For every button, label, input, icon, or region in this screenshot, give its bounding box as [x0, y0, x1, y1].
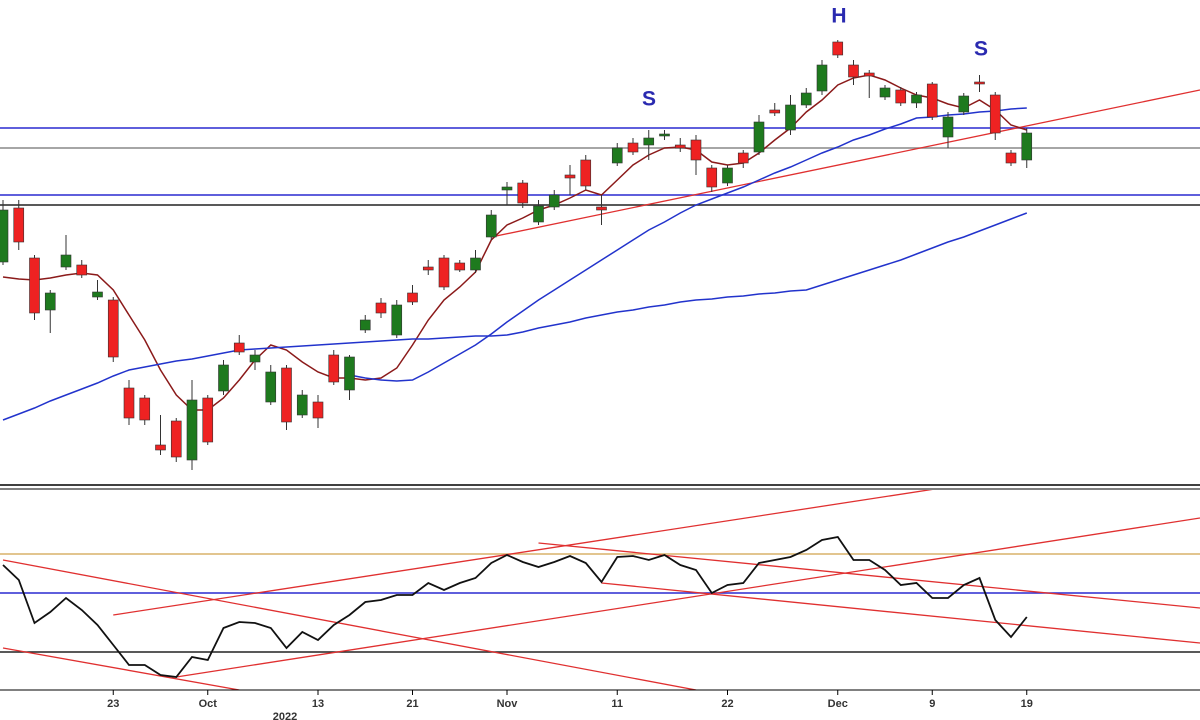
candle-body	[785, 104, 796, 131]
candle-body	[344, 356, 355, 391]
x-tick-label: Oct	[199, 698, 218, 710]
candle-body	[863, 72, 875, 77]
candle-body	[533, 205, 544, 223]
moving-average	[2, 212, 1028, 421]
candle-body	[611, 147, 623, 164]
candle-body	[44, 292, 56, 311]
candle-body	[281, 367, 292, 423]
x-tick-label: 21	[406, 698, 418, 710]
candle-body	[769, 109, 781, 114]
candle-body	[548, 194, 560, 208]
candle-body	[1021, 132, 1033, 161]
price-panel	[0, 40, 1200, 470]
candle-body	[974, 81, 985, 85]
candle-body	[375, 302, 387, 314]
candle-body	[391, 304, 403, 336]
trend-line	[176, 517, 1200, 678]
candle-body	[848, 64, 859, 78]
x-tick-label: 22	[721, 698, 733, 710]
candle-body	[186, 399, 198, 461]
candle-body	[690, 139, 702, 161]
oscillator-line	[2, 536, 1028, 678]
candle-body	[596, 206, 607, 211]
candle-body	[60, 254, 72, 268]
x-axis-year: 2022	[273, 711, 297, 720]
candle-body	[1005, 152, 1017, 164]
candle-body	[942, 116, 954, 138]
candle-body	[911, 94, 922, 104]
candle-body	[265, 371, 277, 403]
candle-body	[155, 444, 166, 451]
x-tick-label: 23	[107, 698, 119, 710]
candle-body	[312, 401, 324, 419]
trend-line	[2, 647, 240, 690]
x-tick-label: 19	[1021, 698, 1033, 710]
candle-body	[722, 167, 733, 184]
candle-body	[816, 64, 828, 92]
trend-line	[601, 582, 1200, 644]
candle-body	[202, 397, 214, 443]
candle-body	[328, 354, 340, 383]
moving-average	[2, 74, 1028, 411]
candle-body	[170, 420, 182, 458]
candle-body	[517, 182, 529, 204]
candle-body	[0, 209, 9, 263]
candle-body	[674, 144, 686, 149]
candle-body	[92, 291, 103, 298]
candle-body	[296, 394, 308, 416]
candle-body	[422, 266, 434, 271]
annotation: S	[974, 38, 988, 61]
trend-line	[113, 490, 933, 616]
candle-body	[76, 264, 88, 276]
candle-body	[485, 214, 497, 238]
trend-line	[2, 559, 697, 690]
candle-body	[879, 87, 891, 98]
candle-body	[926, 83, 938, 118]
candle-body	[564, 174, 576, 179]
candle-body	[706, 167, 718, 188]
candle-body	[438, 257, 450, 288]
candle-body	[233, 342, 245, 353]
candle-body	[107, 299, 119, 358]
candle-body	[249, 354, 261, 363]
x-axis-labels: 23 Oct 13 21 Nov 11 22 Dec 9 19 2022	[107, 690, 1033, 720]
trend-line	[491, 89, 1200, 238]
annotation: S	[642, 88, 656, 111]
x-tick-label: 13	[312, 698, 324, 710]
candle-body	[139, 397, 151, 421]
candle-body	[659, 133, 670, 137]
candle-body	[753, 121, 765, 153]
oscillator-panel	[0, 490, 1200, 690]
candle-body	[580, 159, 592, 187]
x-tick-label: 11	[611, 698, 623, 710]
candle-body	[123, 387, 135, 419]
x-tick-label: Dec	[828, 698, 848, 710]
candle-body	[218, 364, 229, 392]
candle-body	[643, 137, 655, 146]
candle-body	[895, 89, 907, 104]
candle-body	[737, 152, 749, 164]
candle-body	[989, 94, 1001, 134]
candle-body	[958, 95, 970, 113]
candle-body	[470, 257, 481, 271]
candle-body	[29, 257, 40, 314]
candle-body	[454, 262, 466, 271]
candle-body	[832, 41, 844, 56]
candle-body	[627, 142, 639, 153]
candle-body	[407, 292, 418, 303]
moving-average	[349, 107, 1027, 382]
annotation: H	[831, 5, 846, 28]
x-tick-label: Nov	[497, 698, 519, 710]
candle-body	[501, 186, 513, 191]
trend-line	[538, 542, 1200, 609]
candle-body	[359, 319, 371, 331]
candle-body	[800, 92, 812, 106]
candle-body	[13, 207, 25, 243]
x-tick-label: 9	[929, 698, 935, 710]
